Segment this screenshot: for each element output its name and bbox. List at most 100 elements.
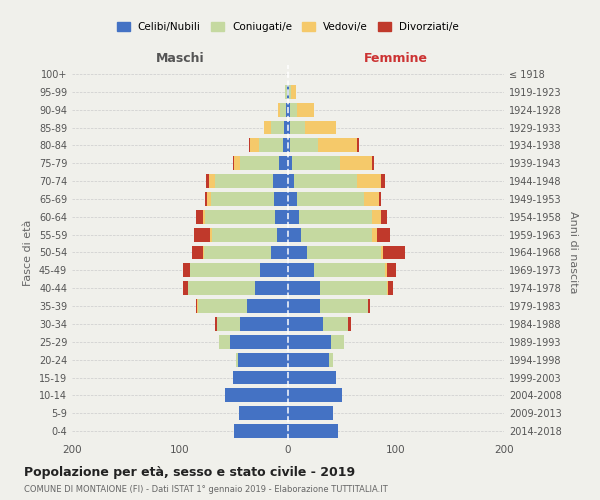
Bar: [299, 210, 372, 224]
Bar: [372, 156, 374, 170]
Bar: [234, 156, 241, 170]
Bar: [305, 120, 335, 134]
Bar: [188, 281, 254, 295]
Bar: [288, 156, 292, 170]
Bar: [250, 138, 259, 152]
Bar: [254, 281, 288, 295]
Bar: [206, 174, 209, 188]
Bar: [381, 174, 385, 188]
Text: Popolazione per età, sesso e stato civile - 2019: Popolazione per età, sesso e stato civil…: [24, 466, 355, 479]
Bar: [239, 406, 288, 420]
Bar: [292, 156, 340, 170]
Bar: [271, 246, 288, 260]
Bar: [288, 228, 301, 241]
Bar: [288, 424, 338, 438]
Bar: [204, 246, 271, 260]
Bar: [296, 102, 314, 117]
Bar: [280, 102, 286, 117]
Bar: [314, 264, 385, 278]
Bar: [238, 352, 288, 366]
Bar: [264, 120, 271, 134]
Bar: [377, 228, 389, 241]
Bar: [381, 246, 383, 260]
Bar: [372, 228, 377, 241]
Bar: [331, 335, 344, 349]
Bar: [233, 370, 288, 384]
Bar: [288, 138, 290, 152]
Bar: [320, 299, 368, 313]
Bar: [183, 264, 190, 278]
Bar: [290, 138, 318, 152]
Bar: [290, 120, 305, 134]
Bar: [260, 264, 288, 278]
Bar: [340, 156, 372, 170]
Bar: [383, 246, 404, 260]
Bar: [318, 138, 357, 152]
Bar: [284, 120, 288, 134]
Bar: [236, 352, 238, 366]
Bar: [205, 210, 275, 224]
Bar: [280, 156, 288, 170]
Bar: [357, 138, 359, 152]
Bar: [323, 317, 349, 331]
Bar: [249, 138, 250, 152]
Bar: [372, 210, 381, 224]
Bar: [199, 299, 247, 313]
Bar: [234, 424, 288, 438]
Bar: [288, 246, 307, 260]
Bar: [275, 210, 288, 224]
Y-axis label: Anni di nascita: Anni di nascita: [568, 211, 578, 294]
Legend: Celibi/Nubili, Coniugati/e, Vedovi/e, Divorziati/e: Celibi/Nubili, Coniugati/e, Vedovi/e, Di…: [113, 18, 463, 36]
Bar: [205, 192, 207, 206]
Bar: [288, 352, 329, 366]
Bar: [287, 85, 288, 99]
Bar: [241, 156, 280, 170]
Bar: [285, 85, 287, 99]
Bar: [291, 85, 296, 99]
Bar: [288, 192, 296, 206]
Bar: [320, 281, 388, 295]
Bar: [196, 299, 197, 313]
Bar: [283, 138, 288, 152]
Bar: [381, 210, 388, 224]
Bar: [388, 281, 393, 295]
Bar: [273, 174, 288, 188]
Bar: [288, 299, 320, 313]
Bar: [289, 85, 291, 99]
Bar: [379, 192, 381, 206]
Bar: [290, 102, 296, 117]
Bar: [388, 264, 396, 278]
Bar: [194, 228, 210, 241]
Bar: [288, 102, 290, 117]
Bar: [247, 299, 288, 313]
Text: Femmine: Femmine: [364, 52, 428, 65]
Bar: [215, 317, 217, 331]
Bar: [288, 317, 323, 331]
Bar: [277, 228, 288, 241]
Bar: [364, 192, 379, 206]
Bar: [209, 174, 215, 188]
Bar: [295, 174, 357, 188]
Bar: [197, 299, 199, 313]
Bar: [233, 156, 234, 170]
Bar: [288, 85, 289, 99]
Bar: [288, 335, 331, 349]
Bar: [368, 299, 370, 313]
Bar: [196, 210, 203, 224]
Bar: [207, 192, 211, 206]
Bar: [288, 370, 335, 384]
Bar: [192, 246, 203, 260]
Y-axis label: Fasce di età: Fasce di età: [23, 220, 33, 286]
Bar: [190, 264, 260, 278]
Bar: [288, 120, 290, 134]
Bar: [215, 174, 273, 188]
Bar: [212, 228, 277, 241]
Bar: [301, 228, 372, 241]
Bar: [288, 210, 299, 224]
Bar: [288, 264, 314, 278]
Bar: [226, 388, 288, 402]
Bar: [183, 281, 188, 295]
Bar: [288, 281, 320, 295]
Bar: [217, 317, 241, 331]
Bar: [349, 317, 350, 331]
